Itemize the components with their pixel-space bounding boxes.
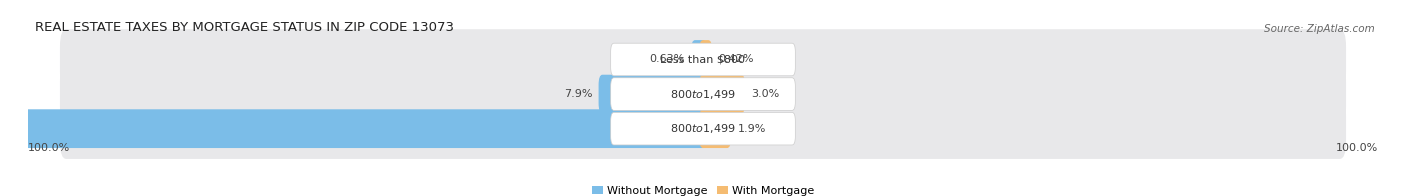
Text: Less than $800: Less than $800 xyxy=(661,54,745,64)
FancyBboxPatch shape xyxy=(60,64,1346,124)
Text: $800 to $1,499: $800 to $1,499 xyxy=(671,122,735,135)
Text: 100.0%: 100.0% xyxy=(1336,143,1378,153)
Text: 3.0%: 3.0% xyxy=(751,89,780,99)
FancyBboxPatch shape xyxy=(0,109,707,148)
FancyBboxPatch shape xyxy=(60,29,1346,90)
Text: 7.9%: 7.9% xyxy=(564,89,592,99)
Text: $800 to $1,499: $800 to $1,499 xyxy=(671,88,735,101)
Text: 0.63%: 0.63% xyxy=(650,54,685,64)
Text: Source: ZipAtlas.com: Source: ZipAtlas.com xyxy=(1264,24,1375,34)
FancyBboxPatch shape xyxy=(610,43,796,76)
FancyBboxPatch shape xyxy=(610,112,796,145)
Legend: Without Mortgage, With Mortgage: Without Mortgage, With Mortgage xyxy=(588,181,818,196)
FancyBboxPatch shape xyxy=(699,109,731,148)
Text: 0.42%: 0.42% xyxy=(718,54,754,64)
Text: 1.9%: 1.9% xyxy=(737,124,766,134)
Text: REAL ESTATE TAXES BY MORTGAGE STATUS IN ZIP CODE 13073: REAL ESTATE TAXES BY MORTGAGE STATUS IN … xyxy=(35,21,454,34)
FancyBboxPatch shape xyxy=(610,78,796,110)
FancyBboxPatch shape xyxy=(60,98,1346,159)
FancyBboxPatch shape xyxy=(692,40,707,79)
FancyBboxPatch shape xyxy=(599,75,707,113)
FancyBboxPatch shape xyxy=(699,75,745,113)
Text: 100.0%: 100.0% xyxy=(28,143,70,153)
FancyBboxPatch shape xyxy=(699,40,713,79)
